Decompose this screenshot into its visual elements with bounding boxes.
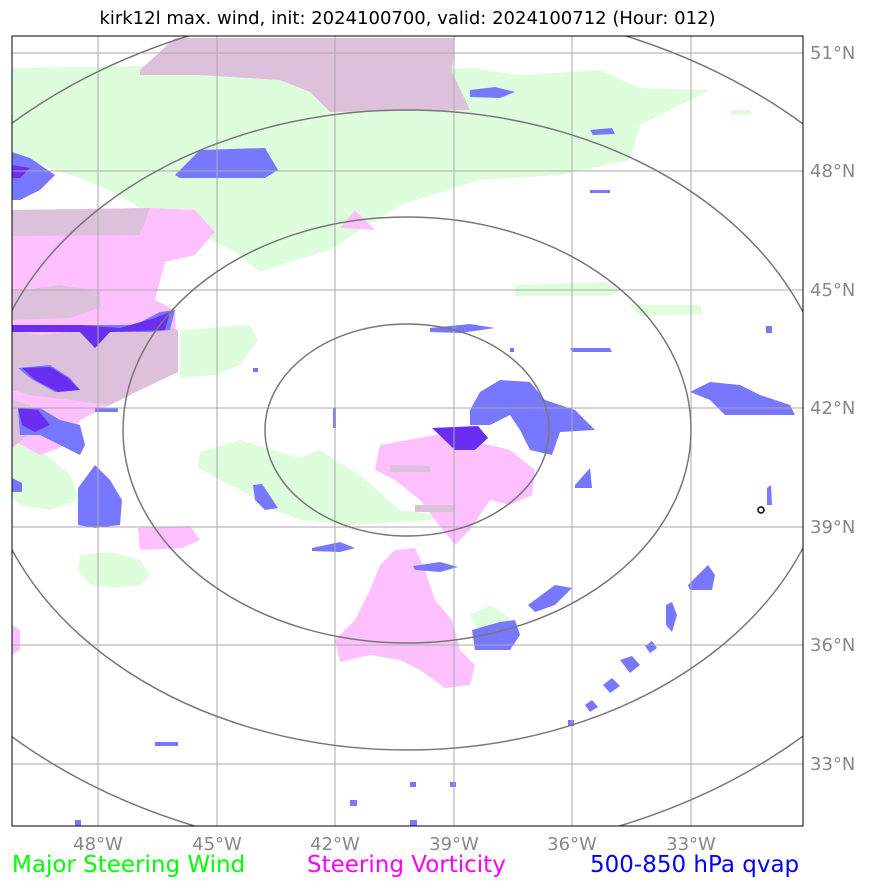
lon-label: 45°W (192, 834, 242, 855)
lat-label: 51°N (810, 43, 855, 64)
latlon-grid (12, 36, 803, 826)
range-rings (12, 36, 803, 826)
lon-label: 48°W (73, 834, 123, 855)
lat-label: 33°N (810, 754, 855, 775)
lon-label: 33°W (666, 834, 716, 855)
legend-steering-wind: Major Steering Wind (12, 852, 246, 878)
lat-label: 42°N (810, 398, 855, 419)
lon-label: 42°W (310, 834, 360, 855)
storm-center-marker (757, 506, 765, 514)
lon-label: 36°W (547, 834, 597, 855)
lat-label: 45°N (810, 280, 855, 301)
lat-label: 48°N (810, 161, 855, 182)
lat-labels: 51°N 48°N 45°N 42°N 39°N 36°N 33°N (810, 43, 855, 775)
legend-steering-vorticity: Steering Vorticity (307, 852, 506, 878)
map-title: kirk12l max. wind, init: 2024100700, val… (99, 8, 716, 29)
lon-labels: 48°W 45°W 42°W 39°W 36°W 33°W (73, 834, 716, 855)
plot-frame (11, 35, 804, 827)
lon-label: 39°W (429, 834, 479, 855)
lat-label: 36°N (810, 635, 855, 656)
lat-label: 39°N (810, 517, 855, 538)
qvap-vorticity-overlap (12, 165, 488, 450)
legend-qvap: 500-850 hPa qvap (590, 852, 800, 878)
